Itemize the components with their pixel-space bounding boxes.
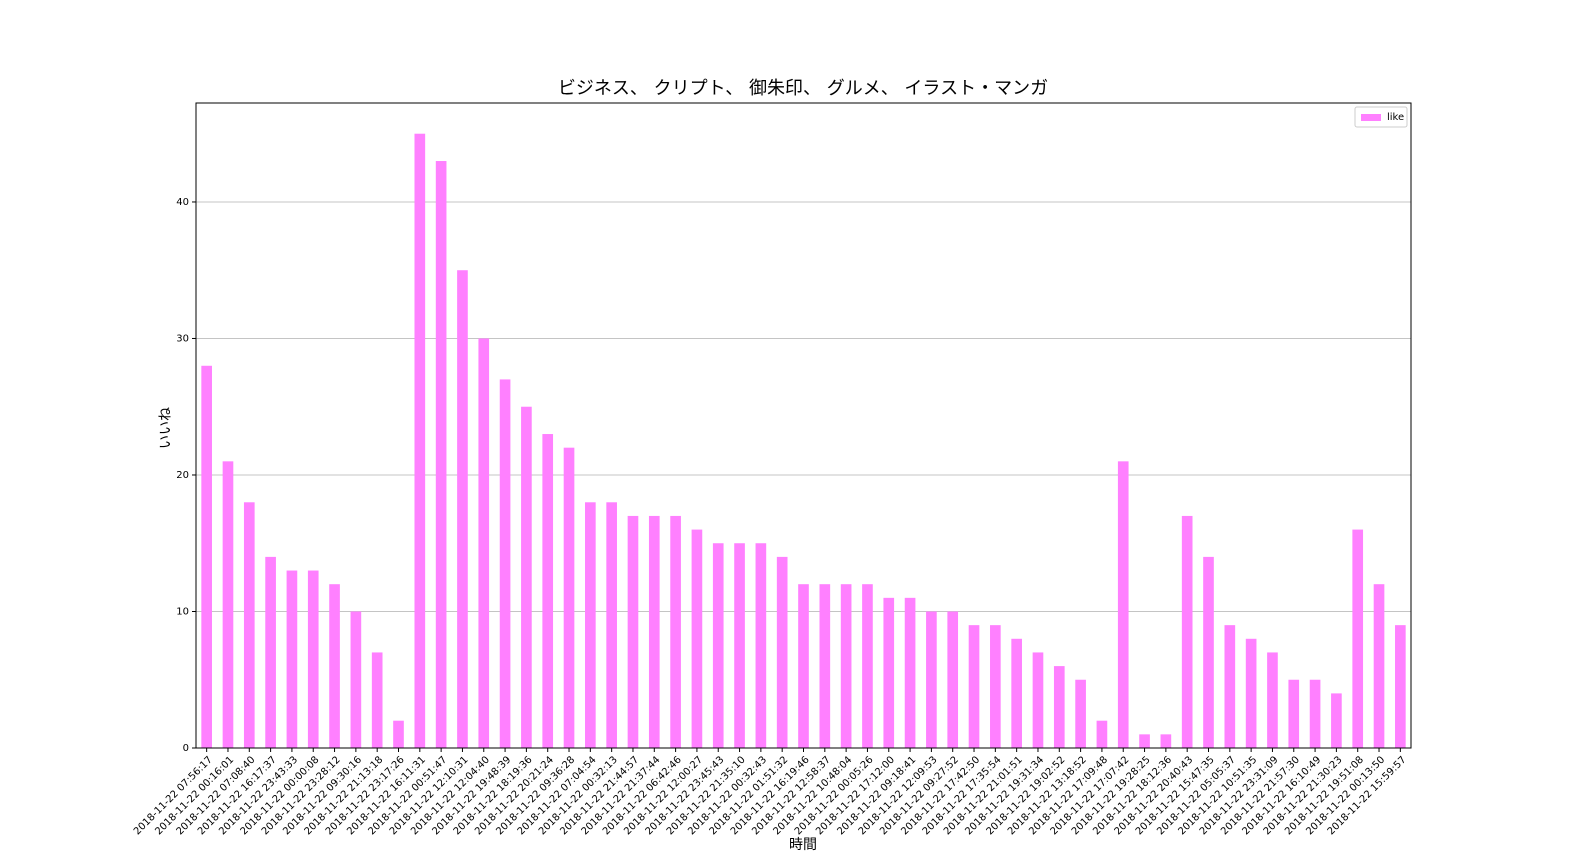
bar xyxy=(819,584,831,748)
y-tick-label: 20 xyxy=(176,470,189,481)
bar xyxy=(926,611,937,748)
bar xyxy=(1160,734,1172,748)
bar xyxy=(670,515,681,748)
bar xyxy=(627,515,639,748)
bar xyxy=(201,365,212,748)
bar xyxy=(648,515,660,748)
bar xyxy=(1032,652,1044,748)
bar xyxy=(691,529,703,748)
bar xyxy=(307,570,319,748)
y-tick-label: 0 xyxy=(183,743,189,754)
bar xyxy=(1288,679,1300,748)
bar xyxy=(1245,638,1257,748)
bar xyxy=(478,338,490,748)
bar xyxy=(734,543,745,748)
bar xyxy=(606,502,617,748)
bar xyxy=(947,611,959,748)
bar xyxy=(883,597,895,748)
y-tick-label: 30 xyxy=(176,333,189,344)
bar xyxy=(435,161,447,748)
bar xyxy=(265,556,276,748)
legend-swatch xyxy=(1361,114,1381,121)
bar xyxy=(350,611,362,748)
y-axis-label: いいね xyxy=(158,407,174,449)
bar xyxy=(286,570,298,748)
bar xyxy=(1011,638,1022,748)
x-axis-label: 時間 xyxy=(789,837,817,853)
bar xyxy=(904,597,916,748)
bar xyxy=(499,379,511,748)
bar xyxy=(1096,720,1108,748)
bar xyxy=(1331,693,1342,748)
legend-label: like xyxy=(1387,112,1404,123)
bar xyxy=(712,543,724,748)
bar xyxy=(414,133,426,748)
bar xyxy=(329,584,340,748)
bar xyxy=(1309,679,1321,748)
bar xyxy=(776,556,788,748)
y-tick-label: 10 xyxy=(176,606,189,617)
bar xyxy=(222,461,234,748)
bar xyxy=(1395,625,1406,748)
bar xyxy=(457,270,468,748)
bar xyxy=(1267,652,1278,748)
bar xyxy=(1053,666,1065,748)
bar xyxy=(1075,679,1086,748)
bar xyxy=(371,652,383,748)
bar xyxy=(563,447,575,748)
bar xyxy=(840,584,852,748)
bar xyxy=(1224,625,1236,748)
chart-title: ビジネス、 クリプト、 御朱印、 グルメ、 イラスト・マンガ xyxy=(558,78,1048,99)
bar xyxy=(798,584,809,748)
bar xyxy=(243,502,255,748)
bar xyxy=(990,625,1001,748)
plot-frame xyxy=(195,102,1412,749)
bar xyxy=(1117,461,1129,748)
bar xyxy=(1352,529,1364,748)
bar xyxy=(755,543,767,748)
bar xyxy=(1203,556,1214,748)
bar xyxy=(393,720,404,748)
bar xyxy=(542,434,554,748)
bar xyxy=(862,584,873,748)
bar xyxy=(1139,734,1150,748)
bar xyxy=(968,625,980,748)
bar xyxy=(585,502,596,748)
bar xyxy=(1373,584,1385,748)
y-tick-label: 40 xyxy=(176,197,189,208)
bar xyxy=(521,406,532,748)
bar xyxy=(1181,515,1193,748)
